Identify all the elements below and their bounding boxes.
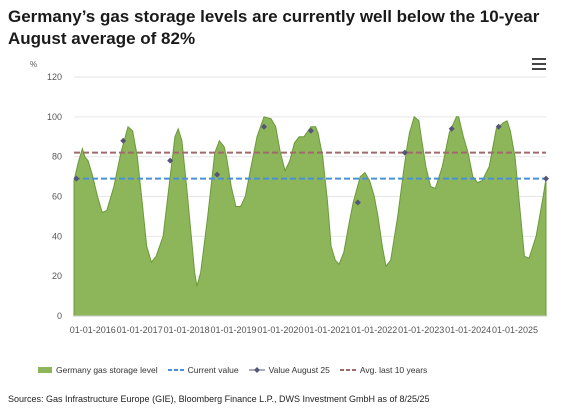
- chart-title: Germany’s gas storage levels are current…: [8, 7, 540, 48]
- august-25-marker: [167, 157, 174, 164]
- august-25-marker: [401, 149, 408, 156]
- legend-storage-label: Germany gas storage level: [56, 365, 158, 375]
- x-tick-label: 01-01-2021: [304, 325, 350, 335]
- y-axis-unit: %: [30, 60, 37, 69]
- y-tick-label: 0: [57, 311, 62, 321]
- y-tick-label: 100: [47, 112, 62, 122]
- august-25-marker: [120, 137, 127, 144]
- x-tick-label: 01-01-2018: [164, 325, 210, 335]
- legend-avg-swatch: [339, 369, 356, 371]
- source-note: Sources: Gas Infrastructure Europe (GIE)…: [8, 394, 430, 404]
- y-tick-label: 80: [52, 152, 62, 162]
- x-tick-label: 01-01-2016: [70, 325, 116, 335]
- x-tick-label: 01-01-2019: [210, 325, 256, 335]
- august-25-marker: [261, 123, 268, 130]
- august-25-marker: [354, 199, 361, 206]
- legend-current[interactable]: Current value: [167, 365, 239, 375]
- x-tick-label: 01-01-2023: [398, 325, 444, 335]
- y-tick-label: 60: [52, 192, 62, 202]
- x-tick-label: 01-01-2017: [117, 325, 163, 335]
- legend-august-swatch: [248, 367, 265, 373]
- y-tick-label: 20: [52, 271, 62, 281]
- legend-storage[interactable]: Germany gas storage level: [38, 365, 158, 375]
- y-tick-label: 120: [47, 72, 62, 82]
- august-25-marker: [495, 123, 502, 130]
- legend-august[interactable]: Value August 25: [248, 365, 330, 375]
- chart-legend: Germany gas storage level Current value …: [38, 365, 427, 375]
- x-tick-label: 01-01-2025: [492, 325, 538, 335]
- legend-storage-swatch: [38, 367, 52, 373]
- august-25-marker: [448, 125, 455, 132]
- x-tick-label: 01-01-2024: [445, 325, 491, 335]
- storage-area: [73, 115, 547, 317]
- legend-august-label: Value August 25: [268, 365, 330, 375]
- y-tick-label: 40: [52, 231, 62, 241]
- legend-avg-label: Avg. last 10 years: [359, 365, 428, 375]
- hamburger-menu-icon[interactable]: [532, 58, 546, 70]
- legend-current-label: Current value: [187, 365, 239, 375]
- august-25-marker: [214, 171, 221, 178]
- august-25-marker: [73, 175, 80, 182]
- august-25-marker: [543, 175, 549, 182]
- legend-current-swatch: [167, 369, 184, 371]
- legend-avg[interactable]: Avg. last 10 years: [339, 365, 428, 375]
- x-tick-label: 01-01-2022: [351, 325, 397, 335]
- august-25-marker: [307, 127, 314, 134]
- x-tick-label: 01-01-2020: [257, 325, 303, 335]
